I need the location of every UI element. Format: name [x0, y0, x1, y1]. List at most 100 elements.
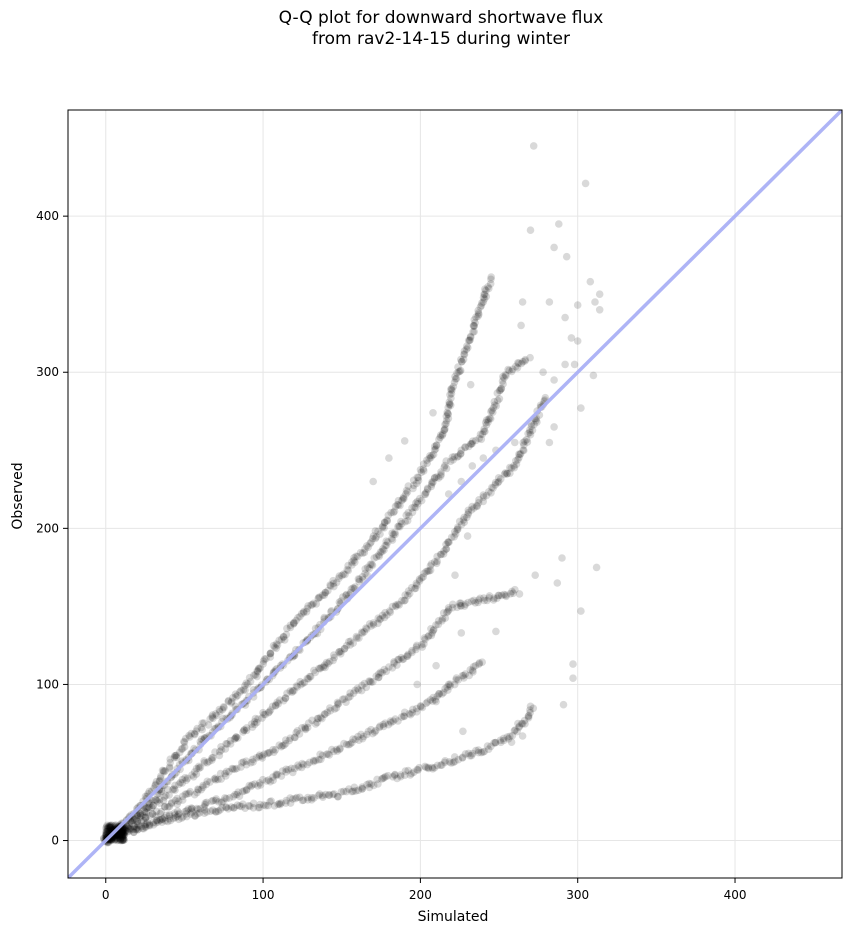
- data-point: [358, 784, 367, 793]
- data-point: [493, 594, 501, 602]
- data-point: [119, 834, 128, 843]
- data-point: [376, 548, 385, 556]
- data-point: [441, 684, 449, 693]
- data-point: [103, 821, 111, 830]
- data-point: [165, 814, 174, 823]
- data-point: [400, 437, 409, 445]
- data-point: [225, 794, 234, 802]
- data-point: [342, 698, 350, 706]
- data-point: [469, 328, 477, 336]
- data-point: [484, 745, 493, 753]
- data-point: [499, 372, 507, 381]
- data-point: [118, 828, 126, 837]
- data-point: [322, 658, 331, 667]
- data-point: [147, 803, 156, 812]
- data-point: [485, 592, 494, 600]
- chart-title: Q-Q plot for downward shortwave flux fro…: [0, 8, 851, 50]
- data-point: [464, 598, 472, 607]
- data-point: [173, 807, 182, 815]
- data-point: [436, 472, 445, 480]
- data-point: [444, 490, 453, 498]
- data-point: [502, 372, 510, 380]
- data-point: [187, 804, 196, 812]
- data-point: [479, 491, 488, 499]
- data-point: [112, 834, 120, 842]
- data-point: [114, 832, 123, 840]
- data-point: [136, 812, 145, 820]
- data-point: [456, 449, 465, 458]
- data-point: [136, 809, 144, 818]
- data-point: [175, 780, 183, 788]
- data-point: [261, 710, 270, 719]
- data-point: [410, 503, 419, 512]
- data-point: [144, 803, 153, 811]
- data-point: [480, 596, 489, 605]
- data-point: [117, 836, 125, 845]
- data-point: [217, 743, 225, 751]
- data-point: [455, 368, 463, 376]
- data-point: [375, 552, 384, 560]
- data-point: [440, 426, 448, 435]
- data-point: [118, 828, 126, 837]
- data-point: [412, 499, 420, 507]
- data-point: [454, 676, 463, 684]
- data-point: [349, 689, 358, 697]
- data-point: [238, 787, 247, 796]
- data-point: [446, 400, 454, 408]
- data-point: [430, 442, 439, 451]
- data-point: [486, 280, 495, 288]
- data-point: [494, 477, 503, 486]
- data-point: [457, 629, 466, 637]
- data-point: [365, 620, 374, 628]
- data-point: [205, 757, 213, 766]
- data-point: [165, 812, 174, 820]
- data-point: [119, 835, 127, 843]
- data-point: [161, 767, 169, 775]
- data-point: [259, 657, 268, 665]
- data-point: [272, 644, 281, 653]
- data-point: [471, 318, 479, 327]
- data-point: [488, 406, 496, 415]
- data-point: [129, 828, 138, 836]
- data-point: [343, 565, 352, 574]
- data-point: [289, 620, 298, 628]
- data-point: [165, 802, 174, 811]
- data-point: [515, 359, 523, 368]
- data-point: [141, 821, 149, 829]
- data-point: [294, 761, 302, 769]
- data-point: [229, 694, 237, 702]
- data-point: [133, 823, 141, 832]
- data-point: [192, 770, 201, 778]
- data-point: [201, 800, 209, 809]
- data-point: [437, 550, 446, 559]
- data-point: [316, 593, 324, 602]
- data-point: [513, 727, 521, 736]
- data-point: [442, 419, 450, 428]
- data-point: [367, 780, 376, 788]
- data-point: [369, 619, 378, 627]
- data-point: [520, 716, 529, 725]
- data-point: [363, 780, 371, 789]
- data-point: [335, 647, 344, 656]
- data-point: [117, 835, 125, 843]
- data-point: [515, 723, 523, 732]
- data-point: [361, 545, 369, 553]
- data-point: [364, 543, 373, 551]
- data-point: [116, 836, 125, 845]
- data-point: [371, 726, 380, 735]
- data-point: [558, 554, 566, 562]
- data-point: [475, 434, 484, 443]
- x-axis-label: Simulated: [418, 909, 489, 925]
- data-point: [307, 796, 316, 804]
- data-point: [186, 810, 195, 818]
- data-point: [298, 759, 307, 768]
- data-point: [402, 486, 411, 495]
- data-point: [171, 786, 179, 794]
- data-point: [269, 776, 278, 785]
- data-point: [399, 495, 407, 503]
- data-point: [194, 785, 202, 793]
- data-point: [229, 804, 238, 812]
- data-point: [500, 736, 508, 745]
- data-point: [460, 350, 469, 359]
- data-point: [126, 826, 135, 834]
